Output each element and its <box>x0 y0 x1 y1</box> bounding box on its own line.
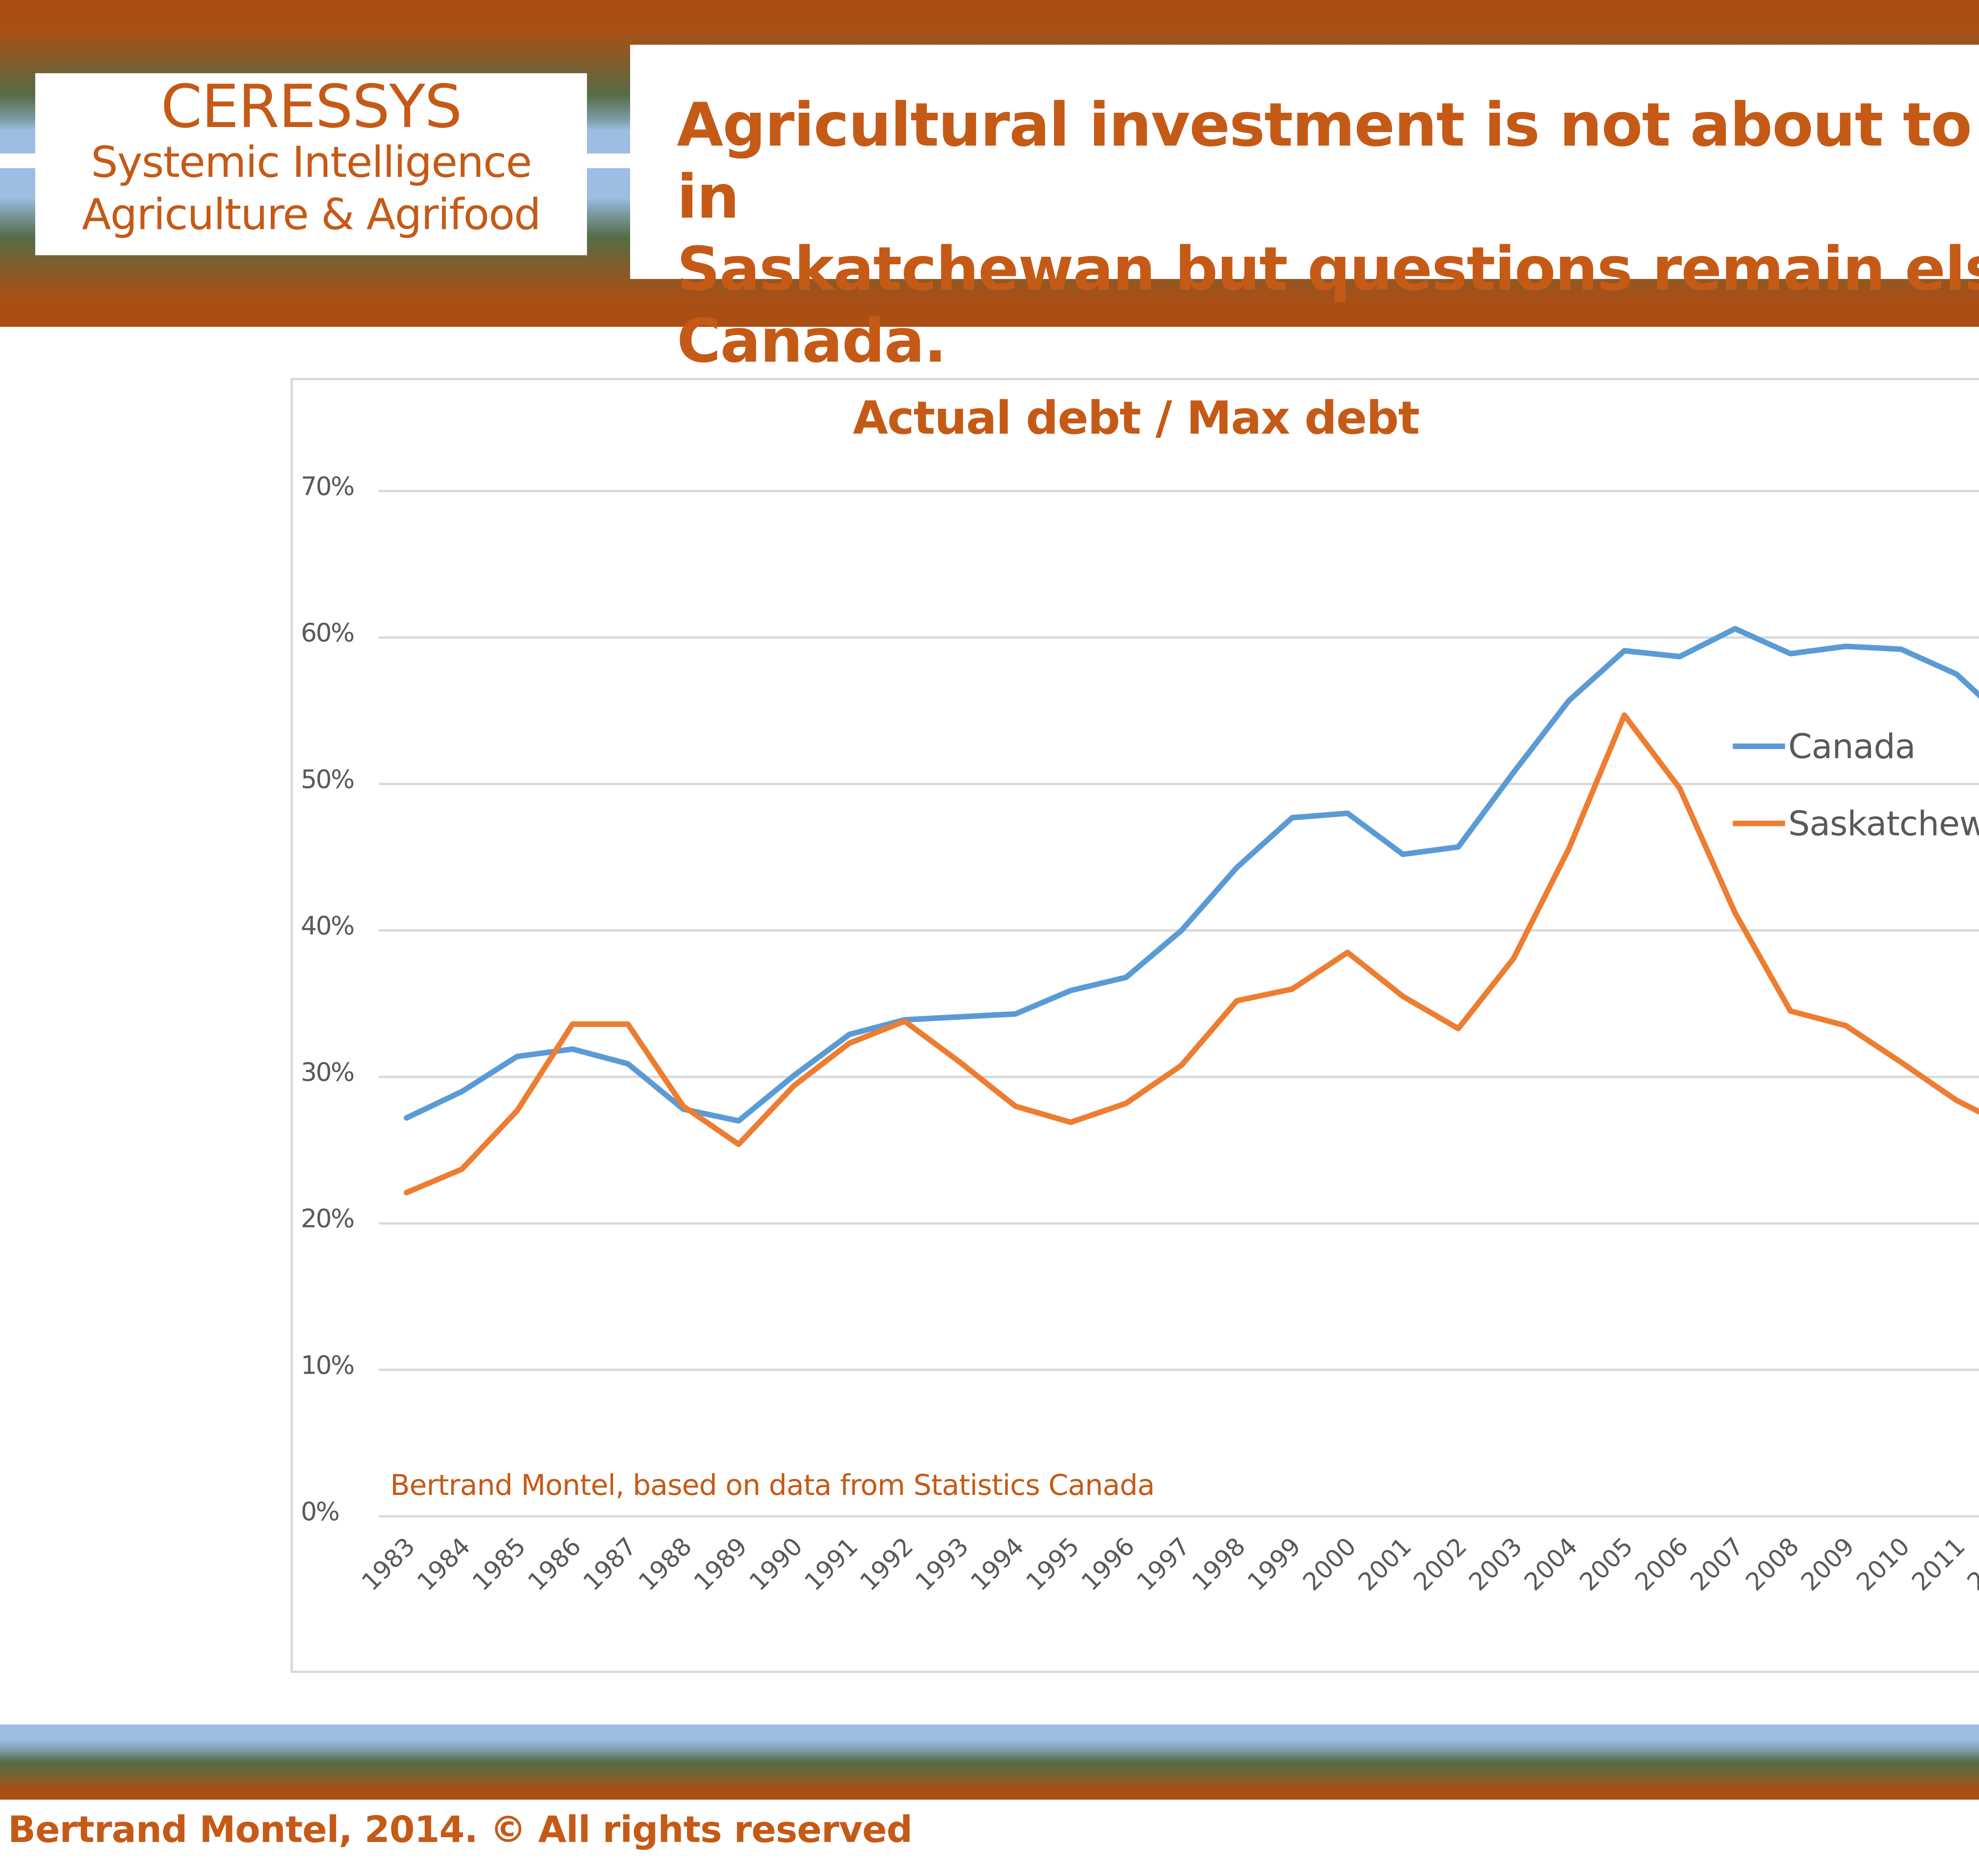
x-tick-label: 2008 <box>1740 1532 1804 1596</box>
y-tick-label: 50% <box>301 765 353 794</box>
x-tick-label: 1984 <box>411 1532 476 1596</box>
series-line-saskatchewan <box>403 712 1979 1195</box>
x-tick-label: 1999 <box>1242 1532 1306 1596</box>
y-tick-label: 70% <box>301 472 353 501</box>
x-tick-label: 2011 <box>1906 1532 1971 1596</box>
y-tick-label: 30% <box>301 1058 353 1087</box>
x-tick-label: 1991 <box>799 1532 863 1596</box>
x-tick-label: 2000 <box>1297 1532 1362 1596</box>
headline-box: Agricultural investment is not about to … <box>630 45 1979 376</box>
logo-tagline-1: Systemic Intelligence <box>91 138 532 187</box>
x-tick-label: 1986 <box>522 1532 587 1596</box>
chart-title: Actual debt / Max debt <box>853 392 1419 445</box>
x-tick-label: 1994 <box>965 1532 1029 1596</box>
x-tick-label: 1987 <box>577 1532 642 1596</box>
x-tick-label: 1997 <box>1131 1532 1195 1596</box>
x-tick-label: 2003 <box>1463 1532 1528 1596</box>
x-tick-label: 2002 <box>1408 1532 1472 1596</box>
series-line-canada <box>403 626 1979 1124</box>
x-tick-label: 1998 <box>1186 1532 1251 1596</box>
legend-label-saskatchewan: Saskatchewan <box>1788 804 1979 844</box>
x-tick-label: 1992 <box>854 1532 919 1596</box>
y-tick-label: 0% <box>301 1497 339 1527</box>
x-tick-label: 1985 <box>467 1532 531 1596</box>
x-tick-label: 1988 <box>633 1532 697 1596</box>
x-tick-label: 1996 <box>1076 1532 1140 1596</box>
x-tick-label: 2004 <box>1519 1532 1583 1596</box>
x-tick-label: 2006 <box>1629 1532 1694 1596</box>
legend: Canada Saskatchewan <box>1733 727 1979 844</box>
x-tick-label: 1993 <box>910 1532 974 1596</box>
line-chart: 0% 10% 20% 30% 40% 50% 60% 70% 1983198419851986… <box>301 392 1979 1596</box>
x-tick-label: 2012 <box>1961 1532 1979 1596</box>
bottom-band <box>0 1724 1979 1800</box>
y-tick-label: 10% <box>301 1351 353 1380</box>
x-tick-label: 2010 <box>1851 1532 1915 1596</box>
x-tick-label: 1990 <box>743 1532 808 1596</box>
y-tick-label: 60% <box>301 618 353 648</box>
x-tick-label: 2005 <box>1574 1532 1638 1596</box>
footer-copyright: Bertrand Montel, 2014. © All rights rese… <box>8 1808 913 1851</box>
x-axis-ticks: 1983198419851986198719881989199019911992… <box>356 1532 1979 1596</box>
headline-line-2: Saskatchewan but questions remain elsewh… <box>677 234 1979 376</box>
gridlines <box>379 490 1979 1517</box>
x-tick-label: 2001 <box>1352 1532 1417 1596</box>
x-tick-label: 1995 <box>1020 1532 1085 1596</box>
y-tick-label: 40% <box>301 911 353 941</box>
chart-container: 0% 10% 20% 30% 40% 50% 60% 70% 1983 1984 1985 1986… <box>291 378 1979 1673</box>
headline-line-1: Agricultural investment is not about to … <box>677 90 1972 232</box>
series-lines <box>403 626 1979 1195</box>
logo-tagline-2: Agriculture & Agrifood <box>82 190 541 239</box>
x-tick-label: 2007 <box>1685 1532 1749 1596</box>
x-tick-label: 1983 <box>356 1532 420 1596</box>
legend-label-canada: Canada <box>1788 727 1915 766</box>
logo-name: CERESSYS <box>161 72 462 141</box>
logo-box: CERESSYS Systemic Intelligence Agricultu… <box>35 73 587 255</box>
x-tick-label: 1989 <box>688 1532 753 1596</box>
chart-source-annotation: Bertrand Montel, based on data from Stat… <box>390 1468 1155 1502</box>
y-axis-ticks: 0% 10% 20% 30% 40% 50% 60% 70% <box>301 472 355 1527</box>
y-tick-label: 20% <box>301 1205 353 1234</box>
x-tick-label: 2009 <box>1795 1532 1860 1596</box>
